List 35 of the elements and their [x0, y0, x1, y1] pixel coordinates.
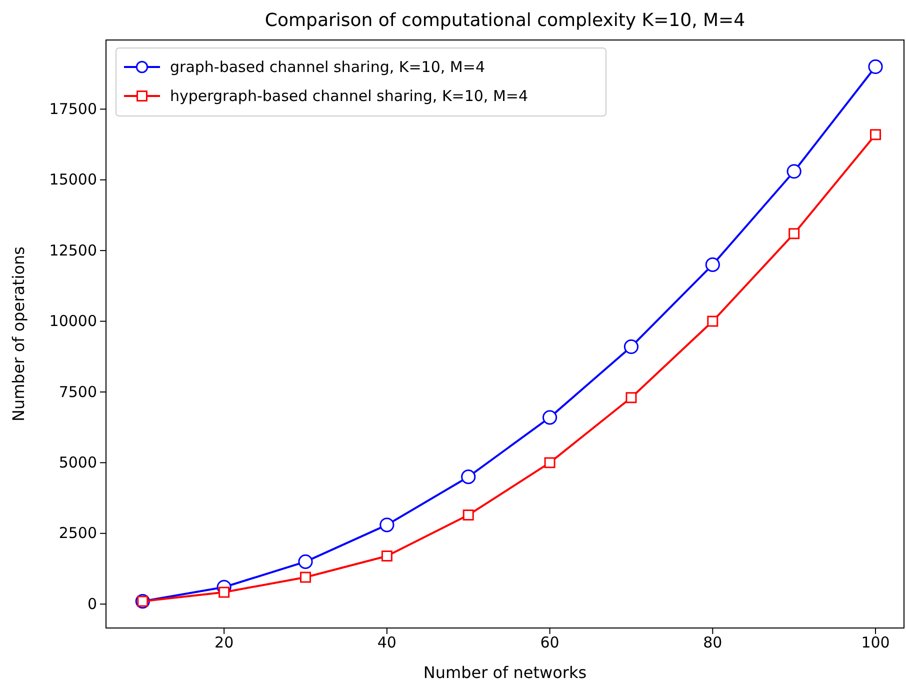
point: [786, 164, 802, 179]
point: [788, 228, 800, 240]
point: [298, 554, 313, 569]
point: [461, 470, 476, 484]
y-axis-title: Number of operations: [9, 246, 28, 422]
point: [544, 457, 556, 468]
x-tick-label: 40: [377, 634, 396, 652]
y-tick-label: 0: [87, 594, 97, 613]
x-tick-label: 100: [861, 634, 890, 652]
y-tick-label: 7500: [58, 382, 97, 401]
point: [542, 410, 558, 425]
point: [462, 510, 474, 521]
y-tick-label: 17500: [49, 100, 97, 118]
point: [705, 257, 720, 272]
point: [868, 59, 883, 74]
point: [624, 339, 639, 354]
x-axis-title: Number of networks: [423, 663, 587, 682]
point: [218, 586, 230, 598]
legend-label: hypergraph-based channel sharing, K=10, M=4: [170, 87, 528, 105]
point: [381, 550, 392, 562]
x-tick-label: 80: [703, 634, 722, 652]
legend-label: graph-based channel sharing, K=10, M=4: [170, 58, 485, 76]
y-tick-label: 5000: [58, 453, 97, 472]
y-tick-label: 2500: [58, 524, 97, 542]
chart-title: Comparison of computational complexity K=10, M=4: [264, 10, 746, 31]
point: [870, 129, 881, 140]
x-tick-label: 60: [540, 634, 560, 652]
x-tick-label: 20: [214, 634, 234, 652]
point: [300, 572, 311, 583]
point: [626, 392, 637, 404]
y-tick-label: 15000: [49, 170, 97, 189]
y-tick-label: 12500: [49, 241, 97, 260]
point: [707, 316, 718, 327]
y-tick-label: 10000: [49, 312, 97, 330]
point: [380, 518, 394, 532]
